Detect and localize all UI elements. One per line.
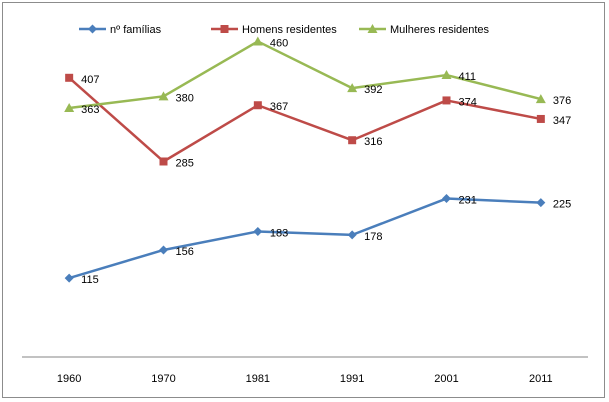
data-point	[253, 226, 263, 236]
data-label: 231	[459, 195, 477, 207]
data-point	[441, 70, 452, 80]
data-point	[348, 136, 357, 145]
data-label: 374	[459, 96, 477, 108]
data-point	[64, 273, 74, 283]
data-point	[442, 96, 451, 105]
data-point	[347, 230, 357, 240]
data-point	[65, 73, 74, 82]
legend: nº famílias Homens residentes Mulheres res…	[79, 24, 490, 36]
data-label: 225	[553, 199, 571, 211]
data-label: 380	[176, 92, 194, 104]
data-point	[536, 114, 545, 123]
legend-marker	[88, 24, 97, 34]
data-labels: 115 156 183 178 231 225 407 285 367 316 374 347 363 3…	[81, 37, 571, 286]
x-axis: 1960 1970 1981 1991 2001 2011	[22, 356, 588, 385]
data-label: 183	[270, 227, 288, 239]
data-point	[158, 91, 169, 101]
series-line-3	[69, 40, 542, 110]
x-tick-label: 1960	[57, 373, 81, 385]
x-tick-label: 1981	[246, 373, 270, 385]
data-label: 411	[459, 71, 477, 83]
data-label: 407	[81, 74, 99, 86]
data-label: 316	[364, 136, 382, 148]
series-lines	[68, 40, 542, 280]
legend-entry: nº famílias	[79, 24, 162, 36]
legend-marker	[367, 24, 378, 33]
data-point	[535, 94, 546, 104]
data-label: 115	[81, 274, 99, 286]
legend-label: Mulheres residentes	[390, 24, 490, 36]
legend-label: nº famílias	[110, 24, 162, 36]
series-line-1	[68, 197, 541, 280]
data-label: 285	[176, 157, 194, 169]
data-label: 347	[553, 115, 571, 127]
data-label: 156	[176, 246, 194, 258]
data-label: 367	[270, 101, 288, 113]
x-tick-label: 1970	[151, 373, 175, 385]
data-point	[159, 157, 168, 166]
legend-entry: Mulheres residentes	[359, 24, 490, 36]
data-point	[64, 102, 75, 112]
data-point	[252, 36, 263, 46]
x-tick-label: 2001	[434, 373, 458, 385]
legend-marker	[220, 25, 229, 33]
data-label: 392	[364, 84, 382, 96]
data-label: 460	[270, 37, 288, 49]
series-markers	[64, 36, 546, 283]
legend-label: Homens residentes	[242, 24, 337, 36]
legend-entry: Homens residentes	[211, 24, 337, 36]
data-point	[536, 198, 546, 208]
data-label: 178	[364, 231, 382, 243]
data-point	[159, 245, 168, 255]
data-label: 363	[81, 104, 99, 116]
data-point	[347, 83, 358, 93]
data-label: 376	[553, 95, 571, 107]
x-tick-label: 1991	[340, 373, 364, 385]
data-point	[442, 194, 451, 204]
data-point	[253, 101, 262, 110]
series-line-2	[68, 76, 542, 163]
x-tick-label: 2011	[529, 373, 553, 385]
